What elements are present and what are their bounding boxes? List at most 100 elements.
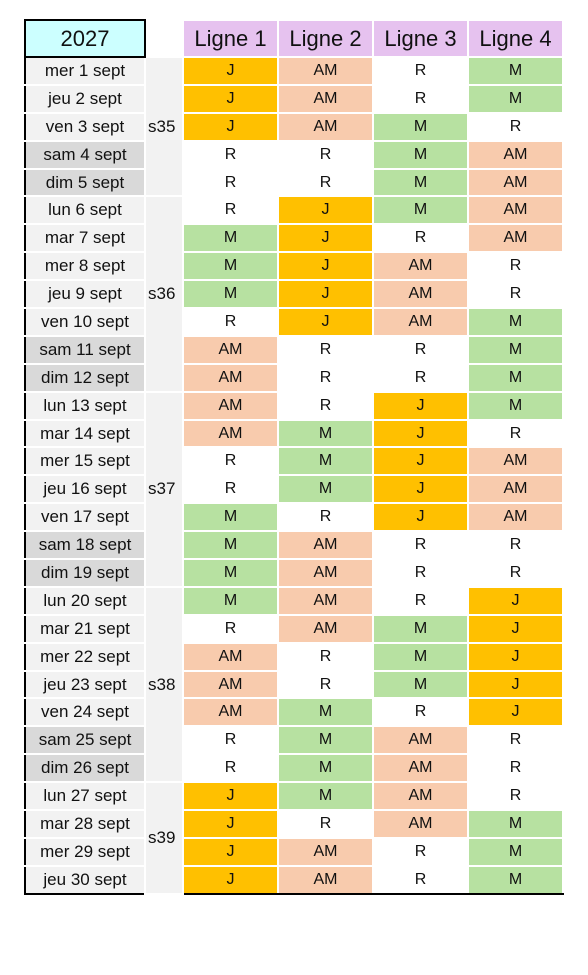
shift-cell: R bbox=[467, 725, 564, 756]
shift-cell: M bbox=[467, 56, 564, 86]
shift-cell: R bbox=[182, 167, 279, 198]
shift-cell: M bbox=[277, 753, 374, 784]
shift-cell: AM bbox=[277, 530, 374, 561]
shift-cell: R bbox=[372, 836, 469, 867]
date: mar 21 sept bbox=[24, 613, 146, 644]
shift-cell: AM bbox=[372, 781, 469, 812]
shift-cell: R bbox=[182, 753, 279, 784]
date: mer 29 sept bbox=[24, 836, 146, 867]
shift-cell: M bbox=[467, 836, 564, 867]
shift-cell: R bbox=[372, 56, 469, 86]
week-label: s36 bbox=[144, 195, 184, 393]
shift-cell: R bbox=[182, 139, 279, 170]
shift-cell: AM bbox=[467, 446, 564, 477]
shift-cell: M bbox=[277, 697, 374, 728]
week-label: s37 bbox=[144, 390, 184, 588]
shift-cell: M bbox=[182, 251, 279, 282]
week-label: s35 bbox=[144, 55, 184, 198]
year: 2027 bbox=[24, 19, 146, 58]
shift-cell: R bbox=[467, 111, 564, 142]
date: mer 8 sept bbox=[24, 251, 146, 282]
day-row: jeu 2 sept J AM R M bbox=[24, 83, 564, 114]
shift-cell: J bbox=[182, 836, 279, 867]
shift-cell: M bbox=[182, 279, 279, 310]
shift-cell: R bbox=[277, 334, 374, 365]
shift-cell: AM bbox=[372, 809, 469, 839]
date: sam 4 sept bbox=[24, 139, 146, 170]
shift-cell: M bbox=[277, 474, 374, 505]
shift-cell: R bbox=[467, 558, 564, 588]
shift-cell: R bbox=[467, 418, 564, 449]
date: mar 14 sept bbox=[24, 418, 146, 449]
date: ven 10 sept bbox=[24, 307, 146, 337]
shift-cell: M bbox=[467, 334, 564, 365]
shift-cell: J bbox=[372, 390, 469, 421]
shift-cell: AM bbox=[467, 502, 564, 533]
shift-cell: AM bbox=[182, 641, 279, 672]
shift-cell: AM bbox=[467, 167, 564, 198]
shift-cell: R bbox=[182, 474, 279, 505]
shift-cell: M bbox=[372, 641, 469, 672]
shift-cell: M bbox=[372, 195, 469, 226]
day-row: mar 7 sept M J R AM bbox=[24, 223, 564, 254]
shift-cell: AM bbox=[277, 613, 374, 644]
day-row: mar 28 sept J R AM M bbox=[24, 809, 564, 839]
shift-cell: M bbox=[277, 725, 374, 756]
day-row: dim 19 sept M AM R R bbox=[24, 558, 564, 588]
day-row: mer 15 sept R M J AM bbox=[24, 446, 564, 477]
day-row: sam 18 sept M AM R R bbox=[24, 530, 564, 561]
shift-cell: AM bbox=[182, 362, 279, 393]
shift-cell: R bbox=[467, 251, 564, 282]
shift-cell: R bbox=[182, 725, 279, 756]
shift-cell: J bbox=[467, 613, 564, 644]
date: jeu 2 sept bbox=[24, 83, 146, 114]
date: mer 22 sept bbox=[24, 641, 146, 672]
week-label: s38 bbox=[144, 585, 184, 784]
shift-cell: J bbox=[372, 502, 469, 533]
date: lun 6 sept bbox=[24, 195, 146, 226]
shift-cell: R bbox=[372, 362, 469, 393]
shift-cell: M bbox=[372, 167, 469, 198]
shift-cell: AM bbox=[277, 83, 374, 114]
shift-cell: M bbox=[372, 111, 469, 142]
shift-cell: J bbox=[277, 307, 374, 337]
date: dim 12 sept bbox=[24, 362, 146, 393]
shift-cell: AM bbox=[372, 307, 469, 337]
shift-cell: AM bbox=[182, 390, 279, 421]
header-blank bbox=[144, 19, 184, 58]
line-header: Ligne 1 bbox=[182, 19, 279, 58]
shift-cell: M bbox=[372, 613, 469, 644]
shift-cell: AM bbox=[467, 139, 564, 170]
shift-cell: R bbox=[277, 669, 374, 700]
day-row: ven 10 sept R J AM M bbox=[24, 307, 564, 337]
shift-cell: AM bbox=[372, 753, 469, 784]
schedule-table: 2027 Ligne 1 Ligne 2 Ligne 3 Ligne 4 mer 1 … bbox=[24, 19, 564, 895]
day-row: mar 14 sept AM M J R bbox=[24, 418, 564, 449]
shift-cell: R bbox=[372, 558, 469, 588]
shift-cell: M bbox=[182, 223, 279, 254]
shift-cell: M bbox=[372, 669, 469, 700]
day-row: dim 26 sept R M AM R bbox=[24, 753, 564, 784]
shift-cell: R bbox=[277, 502, 374, 533]
shift-cell: R bbox=[467, 279, 564, 310]
day-row: jeu 23 sept AM R M J bbox=[24, 669, 564, 700]
day-row: jeu 16 sept R M J AM bbox=[24, 474, 564, 505]
line-header: Ligne 4 bbox=[467, 19, 564, 58]
shift-cell: J bbox=[182, 809, 279, 839]
shift-cell: AM bbox=[372, 251, 469, 282]
shift-cell: R bbox=[372, 864, 469, 895]
date: jeu 16 sept bbox=[24, 474, 146, 505]
day-row: dim 12 sept AM R R M bbox=[24, 362, 564, 393]
shift-cell: J bbox=[277, 279, 374, 310]
shift-cell: AM bbox=[277, 558, 374, 588]
shift-cell: M bbox=[467, 362, 564, 393]
shift-cell: J bbox=[372, 474, 469, 505]
day-row: ven 17 sept M R J AM bbox=[24, 502, 564, 533]
shift-cell: AM bbox=[182, 418, 279, 449]
shift-cell: AM bbox=[467, 474, 564, 505]
shift-cell: R bbox=[372, 223, 469, 254]
date: dim 26 sept bbox=[24, 753, 146, 784]
date: ven 3 sept bbox=[24, 111, 146, 142]
shift-cell: M bbox=[467, 83, 564, 114]
shift-cell: J bbox=[467, 585, 564, 616]
